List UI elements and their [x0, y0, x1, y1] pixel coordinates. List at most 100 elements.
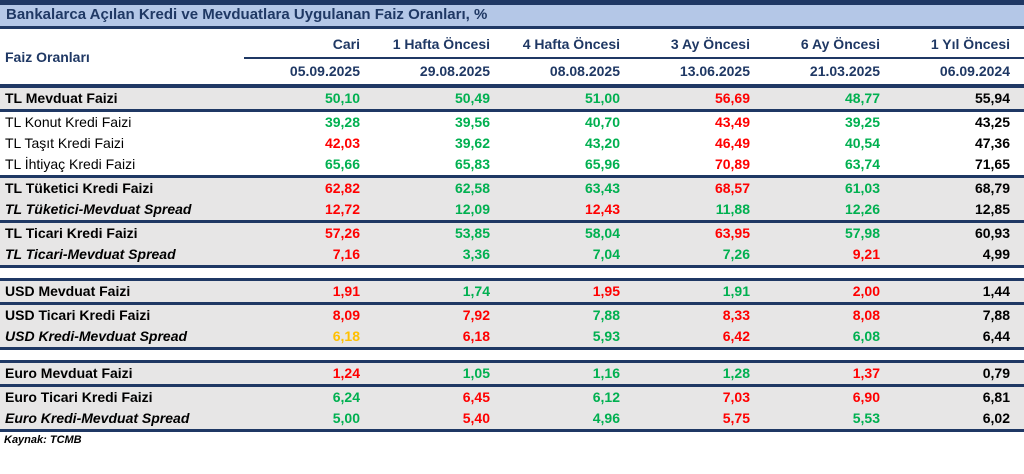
rate-value-cell: 57,98 — [844, 225, 880, 241]
rate-value-cell: 3,36 — [374, 244, 504, 268]
rate-value-cell: 42,03 — [324, 135, 360, 151]
rate-value-cell: 1,24 — [244, 361, 374, 387]
rate-value-cell: 1,74 — [374, 279, 504, 305]
rate-value-cell: 6,90 — [852, 389, 880, 405]
rate-value-cell: 4,96 — [504, 408, 634, 432]
rate-value-cell: 6,18 — [374, 326, 504, 350]
rate-row: TL Ticari-Mevduat Spread 7,16 3,36 7,04 7,26… — [0, 244, 1024, 268]
rate-value-cell: 6,08 — [764, 326, 894, 350]
rate-value-cell: 6,44 — [894, 326, 1024, 350]
rate-value-cell: 5,53 — [764, 408, 894, 432]
rate-value-cell: 9,21 — [764, 244, 894, 268]
rate-value-cell: 7,88 — [982, 307, 1010, 323]
column-header-6-ay: 6 Ay Öncesi — [764, 32, 894, 59]
row-label: TL Tüketici Kredi Faizi — [5, 180, 154, 196]
rate-value-cell: 61,03 — [844, 180, 880, 196]
rate-value-cell: 1,44 — [894, 279, 1024, 305]
rate-value-cell: 12,85 — [894, 199, 1024, 223]
rate-value-cell: 7,03 — [722, 389, 750, 405]
rate-value-cell: 43,20 — [584, 135, 620, 151]
column-date-3-ay: 13.06.2025 — [634, 58, 764, 88]
rate-value-cell: 50,10 — [244, 86, 374, 112]
rate-value-cell: 7,26 — [634, 244, 764, 268]
column-header-4-hafta: 4 Hafta Öncesi — [504, 32, 634, 59]
rates-table: Faiz Oranları Cari 1 Hafta Öncesi 4 Haft… — [0, 32, 1024, 432]
rate-row: USD Mevduat Faizi 1,91 1,74 1,95 1,91 2,00 1,4… — [0, 279, 1024, 305]
row-label: TL İhtiyaç Kredi Faizi — [0, 154, 244, 178]
rate-value-cell: 8,33 — [722, 307, 750, 323]
column-date-6-ay: 21.03.2025 — [764, 58, 894, 88]
row-label: TL Konut Kredi Faizi — [5, 114, 132, 130]
rate-value-cell: 1,95 — [504, 279, 634, 305]
section-gap-row — [0, 348, 1024, 363]
column-date-4-hafta: 08.08.2025 — [504, 58, 634, 88]
rate-value-cell: 51,00 — [504, 86, 634, 112]
rate-value-cell: 46,49 — [714, 135, 750, 151]
rate-row: TL Taşıt Kredi Faizi 42,03 39,62 43,20 46,49… — [0, 133, 1024, 154]
rate-value-cell: 63,74 — [764, 154, 894, 178]
report-title: Bankalarca Açılan Kredi ve Mevduatlara U… — [0, 0, 1024, 29]
rate-value-cell: 1,28 — [634, 361, 764, 387]
rate-value-cell: 8,08 — [852, 307, 880, 323]
rate-value-cell: 6,42 — [634, 326, 764, 350]
rate-value-cell: 6,02 — [894, 408, 1024, 432]
rate-value-cell: 60,93 — [974, 225, 1010, 241]
gap-cell — [0, 348, 1024, 363]
rate-value-cell: 65,83 — [374, 154, 504, 178]
row-label: TL Taşıt Kredi Faizi — [5, 135, 125, 151]
rate-row: USD Ticari Kredi Faizi 8,09 7,92 7,88 8,33 8,… — [0, 303, 1024, 326]
rate-value-cell: 7,04 — [504, 244, 634, 268]
rate-row: TL Mevduat Faizi 50,10 50,49 51,00 56,69 48,7… — [0, 86, 1024, 112]
column-header-1-hafta: 1 Hafta Öncesi — [374, 32, 504, 59]
rate-value-cell: 5,75 — [634, 408, 764, 432]
rate-row: USD Kredi-Mevduat Spread 6,18 6,18 5,93 6,42… — [0, 326, 1024, 350]
column-header-1-yil: 1 Yıl Öncesi — [894, 32, 1024, 59]
rate-value-cell: 50,49 — [374, 86, 504, 112]
rate-value-cell: 58,04 — [584, 225, 620, 241]
rate-value-cell: 5,93 — [504, 326, 634, 350]
rate-value-cell: 47,36 — [974, 135, 1010, 151]
rate-value-cell: 7,16 — [244, 244, 374, 268]
rate-value-cell: 6,18 — [244, 326, 374, 350]
row-label: TL Ticari-Mevduat Spread — [0, 244, 244, 268]
row-label: TL Tüketici-Mevduat Spread — [0, 199, 244, 223]
rate-value-cell: 39,25 — [844, 114, 880, 130]
date-header-row: 05.09.2025 29.08.2025 08.08.2025 13.06.2… — [0, 58, 1024, 88]
rate-value-cell: 55,94 — [894, 86, 1024, 112]
row-label: Euro Mevduat Faizi — [0, 361, 244, 387]
rate-value-cell: 6,24 — [332, 389, 360, 405]
rate-row: TL Ticari Kredi Faizi 57,26 53,85 58,04 63,9… — [0, 221, 1024, 244]
column-date-1-hafta: 29.08.2025 — [374, 58, 504, 88]
source-note: Kaynak: TCMB — [4, 434, 82, 446]
rate-value-cell: 7,88 — [592, 307, 620, 323]
row-label: USD Kredi-Mevduat Spread — [0, 326, 244, 350]
rate-value-cell: 6,81 — [982, 389, 1010, 405]
column-date-cari: 05.09.2025 — [244, 58, 374, 88]
rate-value-cell: 5,40 — [374, 408, 504, 432]
rate-value-cell: 68,79 — [974, 180, 1010, 196]
row-label: USD Mevduat Faizi — [0, 279, 244, 305]
rate-value-cell: 1,37 — [764, 361, 894, 387]
rate-value-cell: 39,56 — [454, 114, 490, 130]
row-label: USD Ticari Kredi Faizi — [5, 307, 151, 323]
rate-value-cell: 0,79 — [894, 361, 1024, 387]
rate-value-cell: 12,72 — [244, 199, 374, 223]
rate-row: TL İhtiyaç Kredi Faizi 65,66 65,83 65,96 70,… — [0, 154, 1024, 178]
rate-value-cell: 57,26 — [324, 225, 360, 241]
rate-value-cell: 4,99 — [894, 244, 1024, 268]
row-label: Euro Kredi-Mevduat Spread — [0, 408, 244, 432]
rate-value-cell: 65,96 — [504, 154, 634, 178]
gap-cell — [0, 266, 1024, 281]
rate-value-cell: 8,09 — [332, 307, 360, 323]
rate-row: Euro Kredi-Mevduat Spread 5,00 5,40 4,96 5,7… — [0, 408, 1024, 432]
rate-value-cell: 63,43 — [584, 180, 620, 196]
column-header-cari: Cari — [244, 32, 374, 59]
section-gap-row — [0, 266, 1024, 281]
row-header-label: Faiz Oranları — [0, 32, 244, 88]
rate-row: TL Konut Kredi Faizi 39,28 39,56 40,70 43,49… — [0, 111, 1024, 134]
rate-value-cell: 1,91 — [634, 279, 764, 305]
rate-value-cell: 56,69 — [634, 86, 764, 112]
row-label: TL Ticari Kredi Faizi — [5, 225, 138, 241]
rate-value-cell: 7,92 — [462, 307, 490, 323]
